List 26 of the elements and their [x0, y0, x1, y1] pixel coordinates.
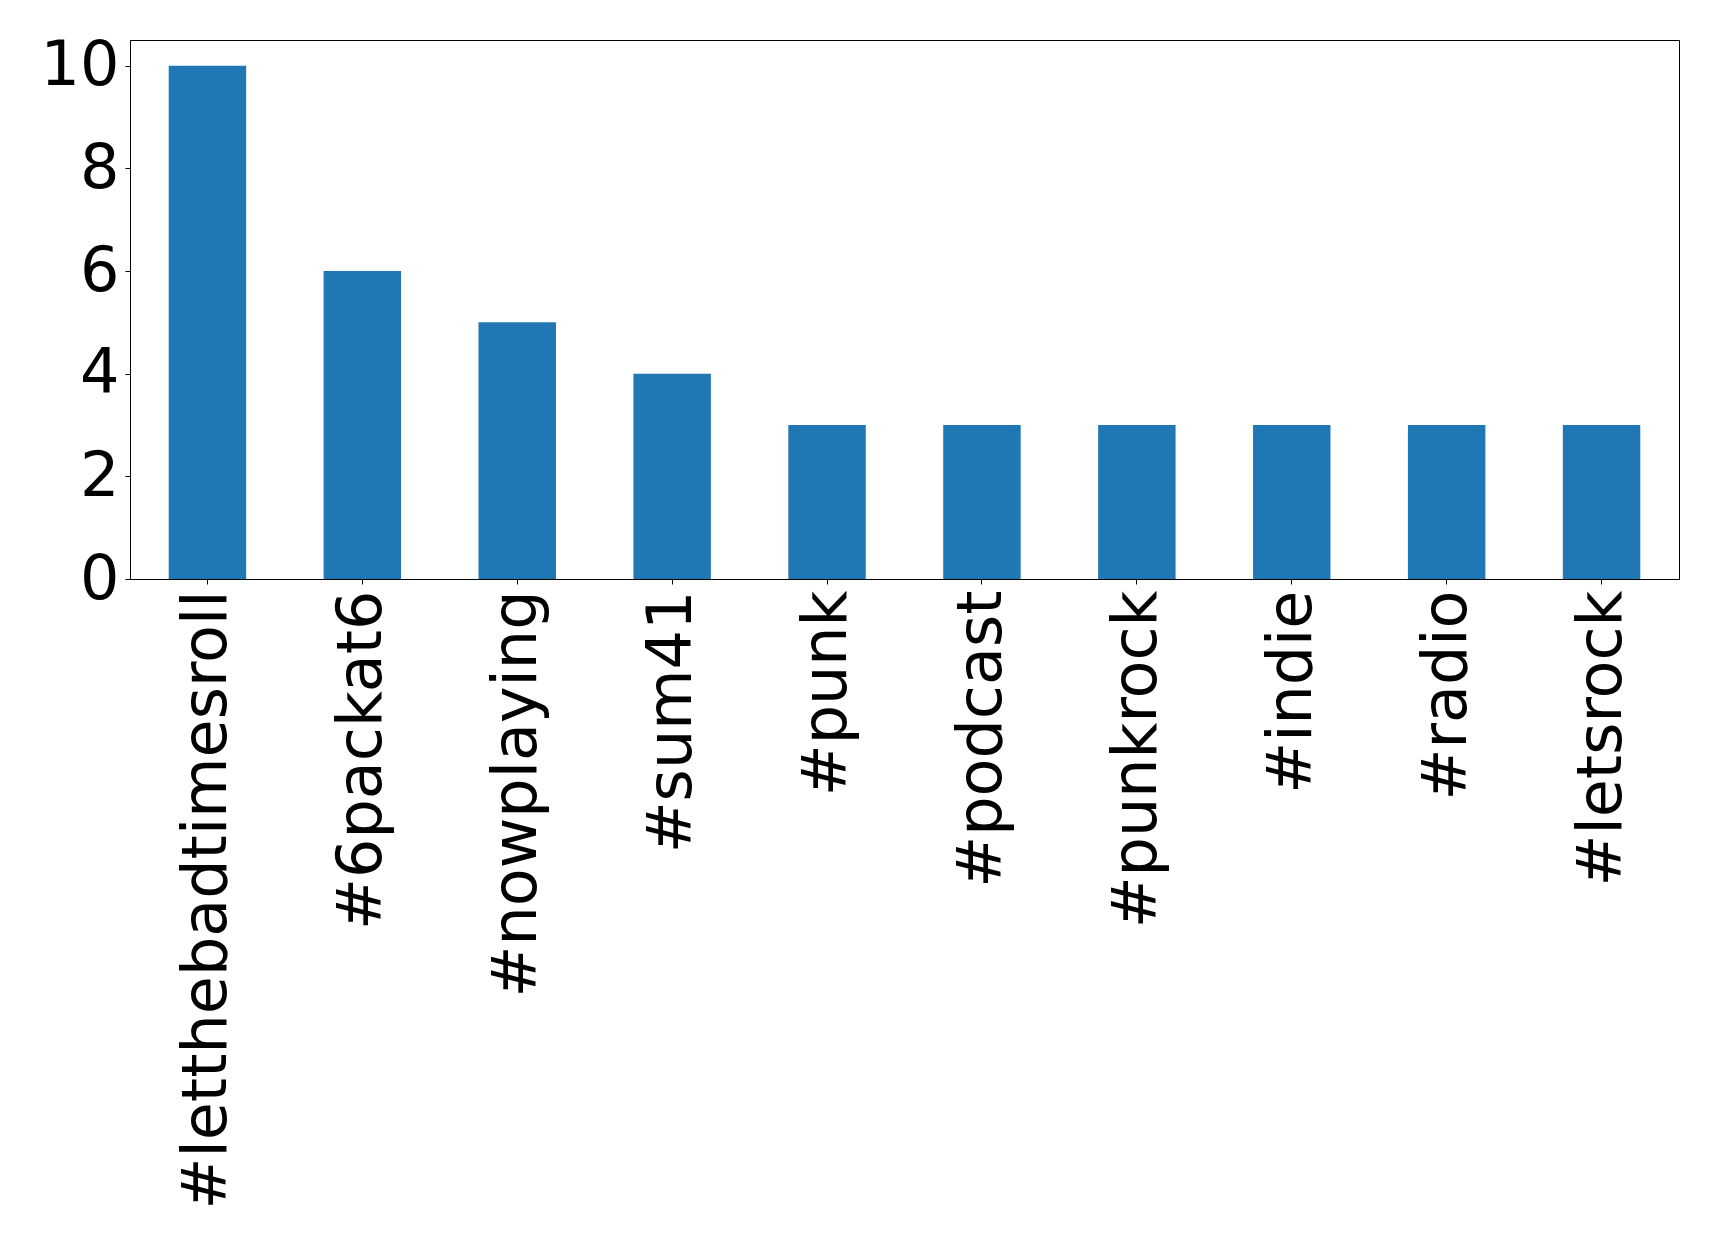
x-tick-label: #punk — [788, 590, 862, 797]
x-tick-label: #radio — [1407, 590, 1481, 801]
bar — [1253, 425, 1331, 579]
y-tick-label: 8 — [80, 129, 120, 203]
y-tick-label: 4 — [80, 335, 120, 409]
y-tick-label: 2 — [80, 437, 120, 511]
bar — [633, 373, 711, 579]
bar — [323, 271, 402, 579]
y-tick-label: 10 — [40, 27, 120, 101]
y-tick-label: 6 — [80, 232, 120, 306]
bar — [943, 425, 1021, 579]
bar — [788, 425, 866, 579]
x-tick-label: #sum41 — [633, 590, 707, 854]
x-tick-label: #6packat6 — [323, 590, 397, 930]
x-tick-label: #nowplaying — [478, 590, 552, 998]
bar — [1407, 425, 1486, 579]
x-tick-label: #letsrock — [1562, 590, 1636, 887]
bar — [1098, 425, 1176, 579]
bar — [1562, 425, 1641, 579]
x-tick-label: #letthebadtimesroll — [168, 590, 242, 1210]
x-tick-label: #indie — [1252, 590, 1326, 794]
bar — [168, 65, 247, 579]
y-tick-label: 0 — [80, 540, 120, 614]
x-tick-label: #podcast — [942, 590, 1016, 888]
x-tick-label: #punkrock — [1097, 590, 1171, 929]
bar — [478, 322, 556, 579]
